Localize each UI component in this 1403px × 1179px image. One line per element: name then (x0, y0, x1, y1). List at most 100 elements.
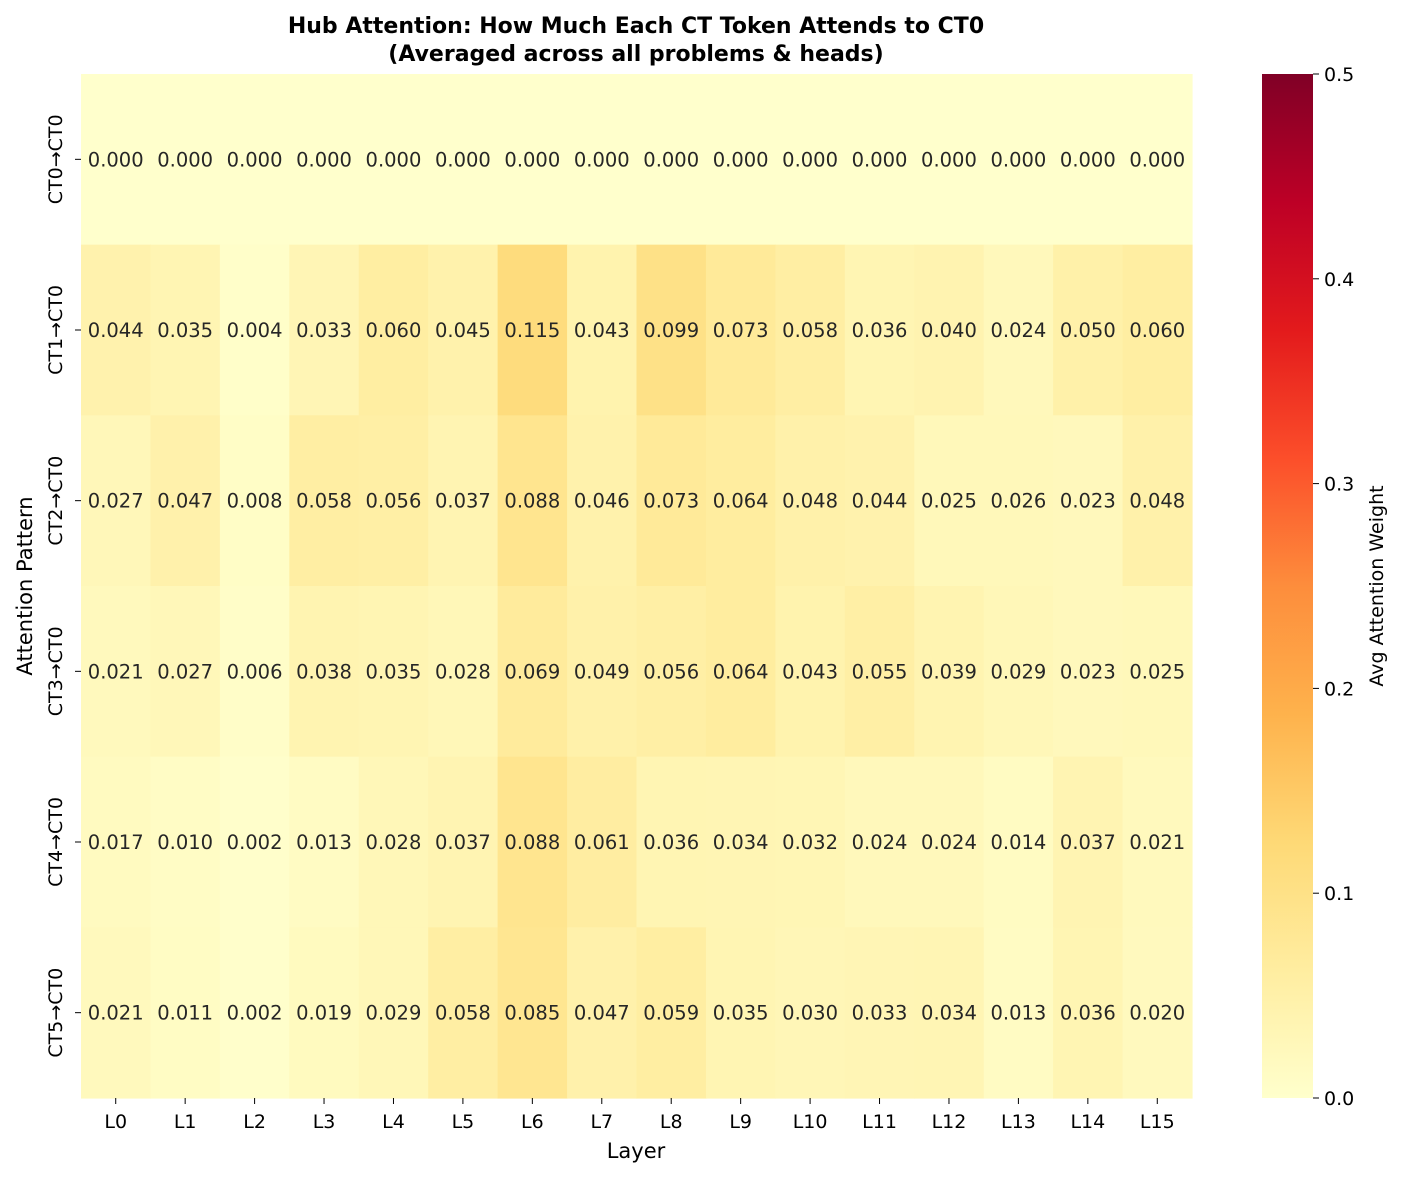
heatmap-cell-value: 0.000 (713, 148, 769, 171)
heatmap-cell-value: 0.013 (990, 1002, 1046, 1025)
heatmap-cell-value: 0.036 (643, 831, 699, 854)
heatmap-cell-value: 0.000 (435, 148, 491, 171)
heatmap-cell (358, 244, 429, 416)
heatmap-cell (497, 74, 568, 246)
x-axis-ticks: L0 L1 L2 L3 L4 L5 L6 L7 L8 L9 L10 L11 L12 L13 L14 L15 (104, 1098, 1175, 1133)
heatmap-cell-value: 0.002 (227, 1002, 283, 1025)
heatmap-cell (1053, 756, 1124, 928)
heatmap-cell-value: 0.000 (990, 148, 1046, 171)
heatmap-cell (497, 586, 568, 758)
heatmap-cell-value: 0.006 (227, 660, 283, 683)
y-tick-label: CT0→CT0 (45, 114, 67, 204)
heatmap-cell (567, 415, 638, 587)
x-tick-label: L1 (174, 1111, 197, 1133)
heatmap-cell (358, 415, 429, 587)
x-tick-label: L0 (104, 1111, 127, 1133)
heatmap-cell (705, 74, 776, 246)
heatmap-cell (705, 927, 776, 1099)
heatmap-cell (1122, 415, 1193, 587)
x-tick-label: L4 (382, 1111, 405, 1133)
heatmap-cell (289, 415, 360, 587)
colorbar-label: Avg Attention Weight (1366, 485, 1388, 686)
heatmap-cell (775, 415, 846, 587)
y-tick-label: CT3→CT0 (45, 626, 67, 716)
heatmap-cell (1053, 586, 1124, 758)
x-tick-label: L8 (660, 1111, 683, 1133)
heatmap-cell-value: 0.035 (713, 1002, 769, 1025)
heatmap-cell (497, 244, 568, 416)
heatmap-cell (428, 415, 499, 587)
heatmap-cell-value: 0.048 (1129, 490, 1185, 513)
heatmap-cell-value: 0.043 (574, 319, 630, 342)
heatmap-cell-value: 0.037 (435, 831, 491, 854)
heatmap-cell (358, 586, 429, 758)
heatmap-cell-value: 0.034 (921, 1002, 977, 1025)
heatmap-cell (983, 244, 1054, 416)
x-tick-label: L10 (793, 1111, 828, 1133)
heatmap-cell-value: 0.029 (366, 1002, 422, 1025)
heatmap-cell-value: 0.027 (88, 490, 144, 513)
heatmap-cell (428, 756, 499, 928)
x-tick-label: L11 (862, 1111, 897, 1133)
heatmap-cell (636, 244, 707, 416)
heatmap-cell (983, 415, 1054, 587)
heatmap-cell (983, 586, 1054, 758)
heatmap-cell-value: 0.000 (574, 148, 630, 171)
heatmap-cell-value: 0.035 (157, 319, 213, 342)
heatmap-cell (81, 756, 152, 928)
heatmap-cell (219, 756, 290, 928)
heatmap-cell-value: 0.055 (852, 660, 908, 683)
colorbar-tick-label: 0.4 (1324, 269, 1354, 291)
heatmap-cell-value: 0.025 (1129, 660, 1185, 683)
heatmap-cell (914, 927, 985, 1099)
heatmap-cell-value: 0.056 (366, 490, 422, 513)
y-axis-ticks: CT0→CT0 CT1→CT0 CT2→CT0 CT3→CT0 CT4→CT0 CT5→C… (45, 114, 81, 1058)
heatmap-cell-value: 0.025 (921, 490, 977, 513)
heatmap-cell (497, 415, 568, 587)
heatmap-cell (1053, 74, 1124, 246)
heatmap-cell (636, 927, 707, 1099)
x-tick-label: L14 (1070, 1111, 1105, 1133)
heatmap-cell (567, 586, 638, 758)
heatmap-cell-value: 0.000 (88, 148, 144, 171)
heatmap-cell-value: 0.049 (574, 660, 630, 683)
heatmap-cell-value: 0.023 (1060, 660, 1116, 683)
chart-title-line-1: Hub Attention: How Much Each CT Token At… (288, 14, 984, 39)
heatmap-cell (983, 756, 1054, 928)
heatmap-cell-value: 0.000 (504, 148, 560, 171)
heatmap-cell-value: 0.058 (296, 490, 352, 513)
heatmap-cell (289, 74, 360, 246)
heatmap-cell (567, 927, 638, 1099)
heatmap-cell (844, 756, 915, 928)
colorbar-tick-label: 0.5 (1324, 64, 1354, 86)
heatmap-cell (567, 74, 638, 246)
heatmap-cell-value: 0.050 (1060, 319, 1116, 342)
heatmap-cell-value: 0.059 (643, 1002, 699, 1025)
heatmap-cell-value: 0.024 (921, 831, 977, 854)
heatmap-cell-value: 0.000 (643, 148, 699, 171)
heatmap-cell-value: 0.115 (504, 319, 560, 342)
heatmap-cell (289, 244, 360, 416)
y-tick-label: CT5→CT0 (45, 968, 67, 1058)
heatmap-cell (150, 927, 221, 1099)
heatmap-cell-value: 0.045 (435, 319, 491, 342)
heatmap-cell-value: 0.024 (990, 319, 1046, 342)
heatmap-cell (636, 74, 707, 246)
heatmap-cell-value: 0.040 (921, 319, 977, 342)
heatmap-cell-value: 0.004 (227, 319, 283, 342)
heatmap-cell-value: 0.039 (921, 660, 977, 683)
y-tick-label: CT1→CT0 (45, 285, 67, 375)
heatmap-cell (150, 244, 221, 416)
heatmap-cell (358, 74, 429, 246)
heatmap-cell (358, 927, 429, 1099)
heatmap-cell (636, 415, 707, 587)
heatmap-cell (1053, 927, 1124, 1099)
heatmap-cell-value: 0.000 (366, 148, 422, 171)
heatmap-cell-value: 0.013 (296, 831, 352, 854)
heatmap-cell-value: 0.020 (1129, 1002, 1185, 1025)
heatmap-cell-value: 0.021 (88, 660, 144, 683)
heatmap-cell-value: 0.021 (88, 1002, 144, 1025)
heatmap-cell (289, 756, 360, 928)
heatmap-cell (219, 74, 290, 246)
